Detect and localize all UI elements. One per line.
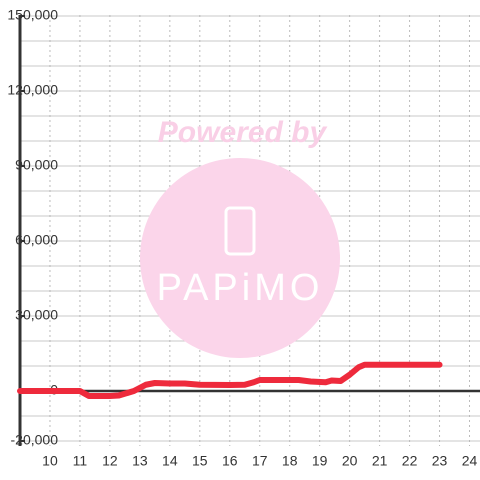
x-tick-label: 23	[432, 453, 448, 469]
x-tick-label: 19	[312, 453, 328, 469]
y-tick-label: 90,000	[15, 157, 58, 173]
x-tick-label: 12	[102, 453, 118, 469]
x-tick-label: 18	[282, 453, 298, 469]
x-tick-label: 22	[402, 453, 418, 469]
y-tick-label: 30,000	[15, 307, 58, 323]
watermark: Powered by PAPiMO	[140, 116, 340, 358]
x-tick-label: 13	[132, 453, 148, 469]
y-tick-label: -20,000	[11, 432, 59, 448]
series-line	[17, 361, 443, 399]
x-tick-label: 11	[73, 453, 88, 469]
watermark-brand: PAPiMO	[157, 267, 324, 309]
x-tick-label: 24	[462, 453, 478, 469]
watermark-circle	[140, 158, 340, 358]
x-tick-label: 14	[162, 453, 178, 469]
x-tick-label: 10	[42, 453, 58, 469]
y-tick-label: 120,000	[7, 82, 58, 98]
y-tick-label: 150,000	[7, 7, 58, 23]
watermark-title: Powered by	[158, 116, 328, 149]
x-tick-label: 17	[252, 453, 268, 469]
x-tick-label: 16	[222, 453, 238, 469]
x-tick-label: 21	[372, 453, 388, 469]
x-tick-label: 15	[192, 453, 208, 469]
plot: 10 11 12 13 14 15 16 17 18 19 20 21 22 23 24-20,000030…	[7, 7, 480, 469]
y-tick-label: 60,000	[15, 232, 58, 248]
watermark-phone	[224, 206, 256, 256]
x-tick-label: 20	[342, 453, 358, 469]
